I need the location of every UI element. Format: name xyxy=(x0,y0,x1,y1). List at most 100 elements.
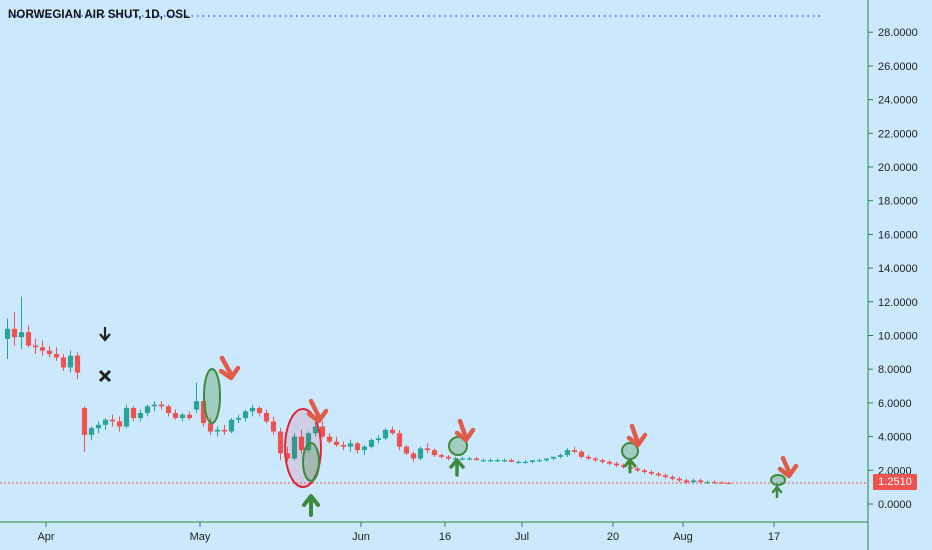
candle xyxy=(74,352,81,380)
candle-body xyxy=(557,455,564,457)
candle xyxy=(151,401,158,412)
candle-body xyxy=(564,450,571,456)
candle xyxy=(144,404,151,417)
candle xyxy=(431,448,438,457)
candle xyxy=(396,429,403,451)
candle-body xyxy=(515,461,522,464)
candle-body xyxy=(228,419,235,432)
candle-body xyxy=(473,458,480,461)
candle-body xyxy=(431,450,438,456)
time-axis[interactable]: Apr May Jun 16 Jul 20 Aug 17 xyxy=(37,522,780,543)
candle xyxy=(648,470,655,476)
y-tick-label: 16.0000 xyxy=(878,229,918,241)
candle-body xyxy=(676,478,683,481)
candle xyxy=(361,445,368,456)
candle xyxy=(403,445,410,456)
candle-body xyxy=(494,460,501,462)
candle xyxy=(725,482,732,484)
candle-body xyxy=(109,419,116,422)
candle-body xyxy=(319,426,326,437)
candle xyxy=(564,448,571,457)
candle-body xyxy=(11,328,18,338)
candle-body xyxy=(326,436,333,442)
candle-body xyxy=(641,470,648,472)
candle-body xyxy=(291,436,298,459)
candle-body xyxy=(235,418,242,420)
candle xyxy=(319,421,326,439)
candle xyxy=(326,433,333,444)
candle xyxy=(508,458,515,462)
y-tick-label: 10.0000 xyxy=(878,331,918,343)
x-tick-label: May xyxy=(190,531,211,543)
candle-body xyxy=(249,407,256,412)
candle-body xyxy=(697,480,704,483)
candle-body xyxy=(116,421,123,427)
candle-body xyxy=(375,438,382,440)
candle-body xyxy=(669,477,676,479)
y-tick-label: 0.0000 xyxy=(878,499,912,511)
candle-body xyxy=(396,433,403,447)
candle-body xyxy=(389,429,396,434)
candle-body xyxy=(25,332,32,346)
candle xyxy=(543,458,550,462)
candle xyxy=(333,436,340,447)
candle-body xyxy=(67,355,74,368)
candle-body xyxy=(347,443,354,447)
candle xyxy=(81,406,88,452)
candle-body xyxy=(578,451,585,457)
candle xyxy=(340,441,347,451)
x-tick-label: Jul xyxy=(515,531,529,543)
y-tick-label: 14.0000 xyxy=(878,263,918,275)
candle xyxy=(634,466,641,472)
y-tick-label: 4.0000 xyxy=(878,432,912,444)
candle-body xyxy=(256,407,263,414)
candle-body xyxy=(144,406,151,414)
candle-body xyxy=(172,413,179,419)
candle-body xyxy=(718,482,725,484)
candle-body xyxy=(340,445,347,447)
candle-body xyxy=(95,424,102,429)
candle xyxy=(445,455,452,461)
x-tick-label: 17 xyxy=(768,531,780,543)
candle xyxy=(585,455,592,461)
candle xyxy=(256,406,263,417)
candle xyxy=(193,382,200,414)
candle-body xyxy=(704,482,711,484)
candle-body xyxy=(39,347,46,351)
candle xyxy=(172,409,179,420)
candle xyxy=(536,458,543,462)
candle-body xyxy=(53,354,60,358)
candle-body xyxy=(459,458,466,460)
candle-body xyxy=(620,465,627,467)
candle-body xyxy=(60,357,67,368)
candle-body xyxy=(277,431,284,454)
candle xyxy=(235,414,242,424)
candle xyxy=(389,426,396,435)
candle xyxy=(214,426,221,437)
candle-body xyxy=(242,411,249,419)
y-tick-label: 6.0000 xyxy=(878,398,912,410)
candle xyxy=(515,460,522,464)
candle xyxy=(571,446,578,454)
candle xyxy=(221,424,228,435)
candle-body xyxy=(382,429,389,439)
candle-body xyxy=(165,406,172,414)
x-tick-label: Aug xyxy=(673,531,693,543)
red-arrow-icon xyxy=(306,398,329,424)
candle xyxy=(697,478,704,484)
candle xyxy=(718,481,725,484)
candle xyxy=(382,428,389,440)
candle-body xyxy=(445,456,452,459)
candle-body xyxy=(18,332,25,338)
candle xyxy=(578,450,585,459)
candle-body xyxy=(606,461,613,464)
candle-body xyxy=(438,455,445,457)
candle-body xyxy=(368,439,375,447)
y-tick-label: 8.0000 xyxy=(878,364,912,376)
candle-body xyxy=(214,429,221,432)
candle xyxy=(368,438,375,449)
red-arrow-icon xyxy=(777,455,799,479)
